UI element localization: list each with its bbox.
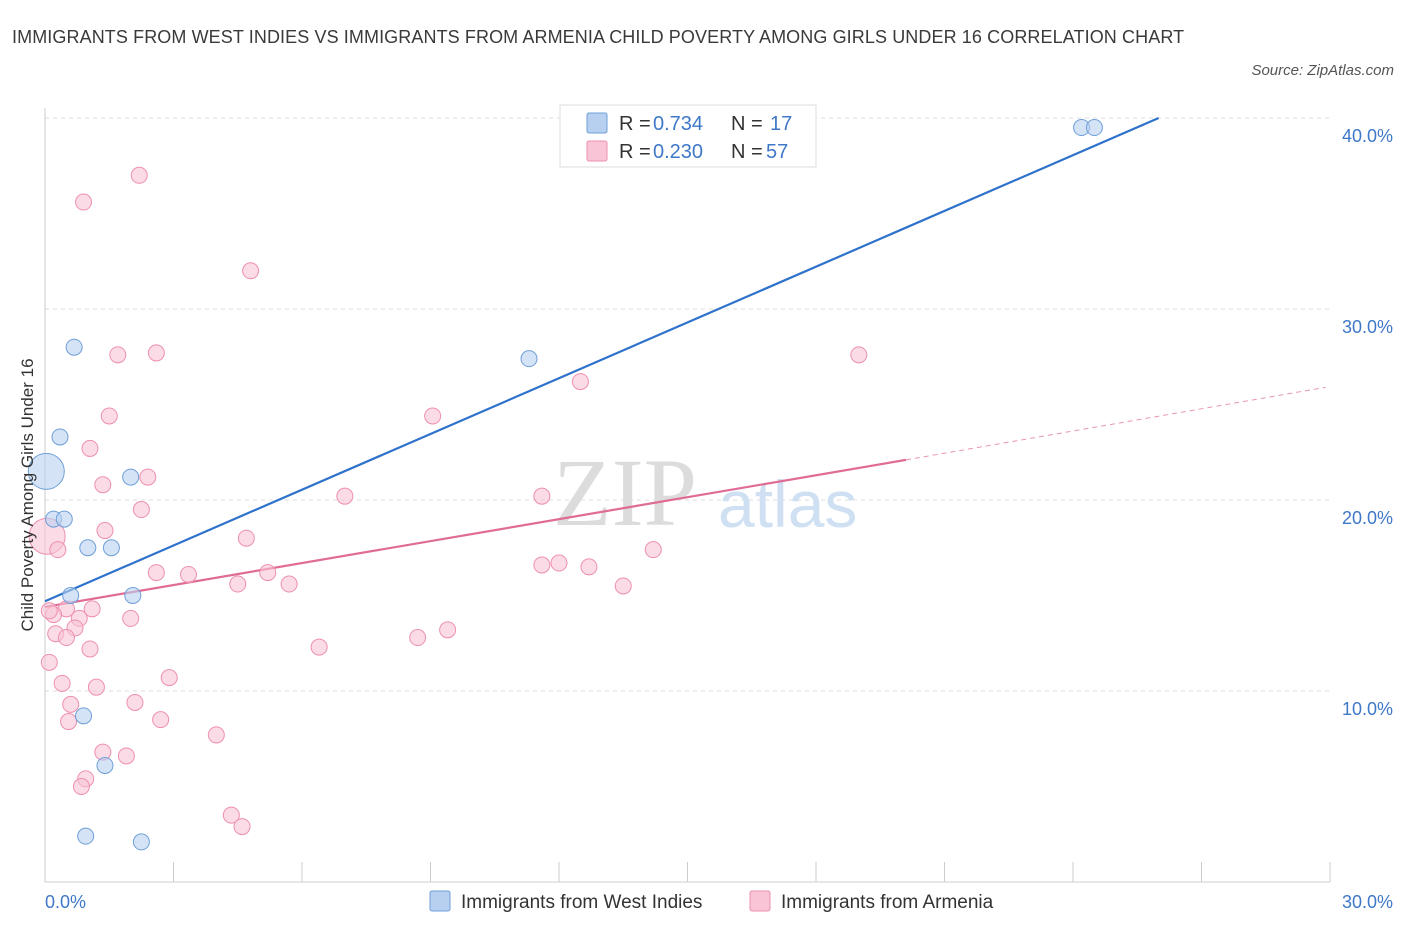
armenia-point-3 — [109, 346, 127, 364]
armenia-point-33 — [126, 693, 144, 711]
armenia-point-27 — [122, 609, 140, 627]
west-indies-point-6 — [102, 539, 120, 557]
west-indies-point-13 — [132, 833, 150, 851]
west-indies-point-3 — [51, 428, 69, 446]
armenia-point-28 — [40, 653, 58, 671]
armenia-point-55 — [850, 346, 868, 364]
armenia-point-12 — [49, 541, 67, 559]
armenia-point-32 — [62, 695, 80, 713]
bottom-legend-swatch-pink — [749, 890, 771, 912]
armenia-point-18 — [280, 575, 298, 593]
armenia-point-53 — [614, 577, 632, 595]
armenia-point-14 — [147, 564, 165, 582]
series-legend: Immigrants from West Indies Immigrants f… — [429, 890, 994, 913]
armenia-point-50 — [550, 554, 568, 572]
legend-r-label-blue: R = — [619, 113, 651, 135]
armenia-point-26 — [81, 640, 99, 658]
armenia-point-31 — [160, 669, 178, 687]
armenia-point-34 — [60, 713, 78, 731]
y-tick-label-3: 40.0% — [1342, 126, 1393, 146]
trend-line-west-indies — [44, 116, 1160, 603]
armenia-point-54 — [644, 541, 662, 559]
y-axis-label: Child Poverty Among Girls Under 16 — [18, 358, 37, 631]
armenia-point-49 — [533, 556, 551, 574]
armenia-point-7 — [139, 468, 157, 486]
armenia-point-8 — [94, 476, 112, 494]
armenia-point-16 — [229, 575, 247, 593]
grid-lines — [45, 117, 1330, 692]
armenia-point-40 — [72, 778, 90, 795]
armenia-point-56 — [40, 602, 58, 620]
y-tick-label-1: 20.0% — [1342, 508, 1393, 528]
armenia-point-15 — [179, 565, 197, 583]
armenia-point-44 — [336, 487, 354, 505]
correlation-legend: R = 0.734 N = 17 R = 0.230 N = 57 — [559, 104, 817, 168]
legend-n-label-pink: N = — [731, 141, 763, 163]
west-indies-point-2 — [55, 510, 73, 528]
west-indies-point-16 — [1085, 119, 1103, 137]
chart-source: Source: ZipAtlas.com — [1251, 62, 1394, 79]
watermark-zip: ZIP — [553, 439, 697, 546]
armenia-point-48 — [533, 487, 551, 505]
trend-line-armenia-extrapolated — [905, 386, 1326, 461]
chart-title: IMMIGRANTS FROM WEST INDIES VS IMMIGRANT… — [12, 27, 1185, 47]
west-indies-point-10 — [75, 707, 93, 725]
west-indies-points — [27, 119, 1103, 851]
armenia-point-46 — [409, 629, 427, 647]
armenia-point-17 — [259, 564, 277, 582]
x-tick-label-min: 0.0% — [45, 892, 86, 912]
armenia-point-4 — [147, 344, 165, 362]
bottom-legend-swatch-blue — [429, 890, 451, 912]
west-indies-point-9 — [124, 587, 142, 604]
y-tick-labels: 10.0% 20.0% 30.0% 40.0% — [1342, 126, 1393, 719]
legend-n-value-pink: 57 — [766, 141, 788, 163]
legend-r-label-pink: R = — [619, 141, 651, 163]
legend-swatch-pink — [586, 140, 608, 162]
armenia-point-1 — [75, 193, 93, 211]
west-indies-point-7 — [62, 587, 80, 604]
armenia-point-0 — [130, 166, 148, 184]
legend-n-value-blue: 17 — [770, 113, 792, 135]
armenia-points — [28, 166, 868, 836]
legend-r-value-blue: 0.734 — [653, 113, 703, 135]
watermark-atlas: atlas — [718, 467, 857, 541]
west-indies-point-8 — [122, 468, 140, 486]
west-indies-point-12 — [77, 827, 95, 845]
armenia-point-30 — [87, 678, 105, 696]
armenia-point-21 — [83, 600, 101, 618]
armenia-point-38 — [117, 747, 135, 765]
x-tick-label-max: 30.0% — [1342, 892, 1393, 912]
armenia-point-6 — [81, 439, 99, 457]
west-indies-point-4 — [65, 338, 83, 356]
armenia-point-29 — [53, 674, 71, 692]
armenia-point-36 — [207, 726, 225, 744]
legend-n-label-blue: N = — [731, 113, 763, 135]
west-indies-point-11 — [96, 756, 114, 774]
armenia-point-5 — [100, 407, 118, 425]
armenia-point-43 — [310, 638, 328, 656]
armenia-point-13 — [237, 529, 255, 547]
armenia-point-35 — [152, 711, 170, 729]
axes — [44, 108, 1331, 883]
armenia-point-52 — [580, 558, 598, 576]
y-tick-label-2: 30.0% — [1342, 317, 1393, 337]
y-tick-label-0: 10.0% — [1342, 699, 1393, 719]
armenia-point-42 — [233, 818, 251, 836]
armenia-point-9 — [132, 501, 150, 519]
bottom-legend-label-west-indies: Immigrants from West Indies — [461, 892, 702, 913]
armenia-point-47 — [439, 621, 457, 639]
armenia-point-10 — [96, 522, 114, 540]
bottom-legend-label-armenia: Immigrants from Armenia — [781, 892, 994, 913]
armenia-point-2 — [242, 262, 260, 280]
armenia-point-41 — [222, 806, 240, 824]
west-indies-point-5 — [79, 539, 97, 557]
armenia-point-25 — [57, 629, 75, 647]
legend-r-value-pink: 0.230 — [653, 141, 703, 163]
armenia-point-51 — [571, 373, 589, 391]
west-indies-point-0 — [27, 452, 65, 490]
west-indies-point-14 — [520, 350, 538, 368]
armenia-point-45 — [424, 407, 442, 425]
legend-swatch-blue — [586, 112, 608, 134]
